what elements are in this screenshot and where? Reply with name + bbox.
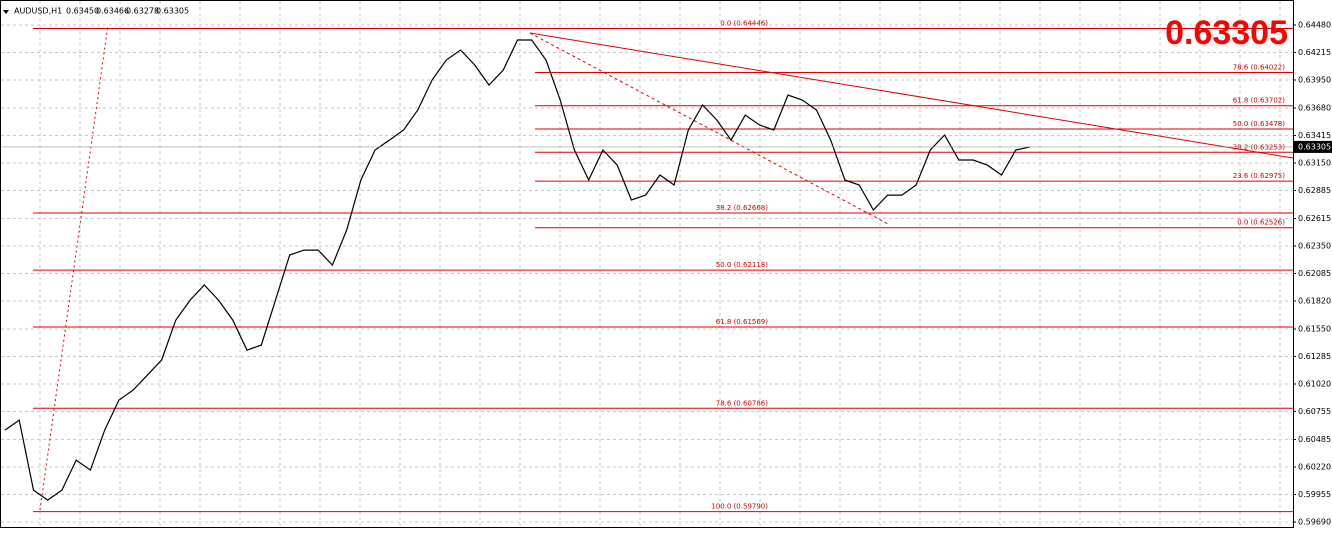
y-tick-label: 0.62615 [1298,214,1331,223]
fib-label: 61.8 (0.63702) [1233,97,1285,105]
high: 0.63466 [96,7,129,16]
y-tick-label: 0.60755 [1298,407,1331,416]
fib-label: 78.6 (0.64022) [1233,64,1285,72]
y-tick-label: 0.64215 [1298,48,1331,57]
y-tick-label: 0.62350 [1298,242,1331,251]
fib-label: 38.2 (0.62668) [716,204,768,212]
y-tick-label: 0.63950 [1298,75,1331,84]
y-tick-label: 0.61020 [1298,380,1331,389]
open: 0.63450 [66,7,99,16]
y-tick-label: 0.60220 [1298,463,1331,472]
y-tick-label: 0.61285 [1298,352,1331,361]
price-line [4,39,1031,501]
y-tick-label: 0.61550 [1298,325,1331,334]
fib-label: 0.0 (0.64446) [720,20,768,28]
y-tick-label: 0.59690 [1298,518,1331,527]
fib-label: 100.0 (0.59790) [711,503,768,511]
y-tick-label: 0.59955 [1298,490,1331,499]
y-tick-label: 0.63415 [1298,131,1331,140]
fib-label: 23.6 (0.62975) [1233,172,1285,180]
current-price-label: 0.63305 [1298,142,1331,151]
menu-arrow[interactable] [3,10,9,14]
trend-line [529,32,1294,159]
fib-label: 61.8 (0.61569) [716,318,768,326]
big-price: 0.63305 [1165,14,1288,52]
close: 0.63305 [156,7,189,16]
y-tick-label: 0.61820 [1298,296,1331,305]
trend-line-dashed [39,24,109,511]
y-tick-label: 0.60485 [1298,435,1331,444]
symbol: AUDUSD,H1 [14,7,62,16]
low: 0.63278 [126,7,159,16]
fib-label: 78.6 (0.60786) [716,399,768,407]
y-tick-label: 0.63150 [1298,158,1331,167]
fib-label: 38.2 (0.63253) [1233,143,1285,151]
y-tick-label: 0.63680 [1298,104,1331,113]
y-tick-label: 0.62885 [1298,186,1331,195]
y-tick-label: 0.62085 [1298,269,1331,278]
fib-label: 0.0 (0.62526) [1237,219,1285,227]
current-price-box [1294,140,1332,153]
fib-label: 50.0 (0.63478) [1233,120,1285,128]
y-tick-label: 0.64480 [1298,21,1331,30]
fib-label: 50.0 (0.62118) [716,261,768,269]
